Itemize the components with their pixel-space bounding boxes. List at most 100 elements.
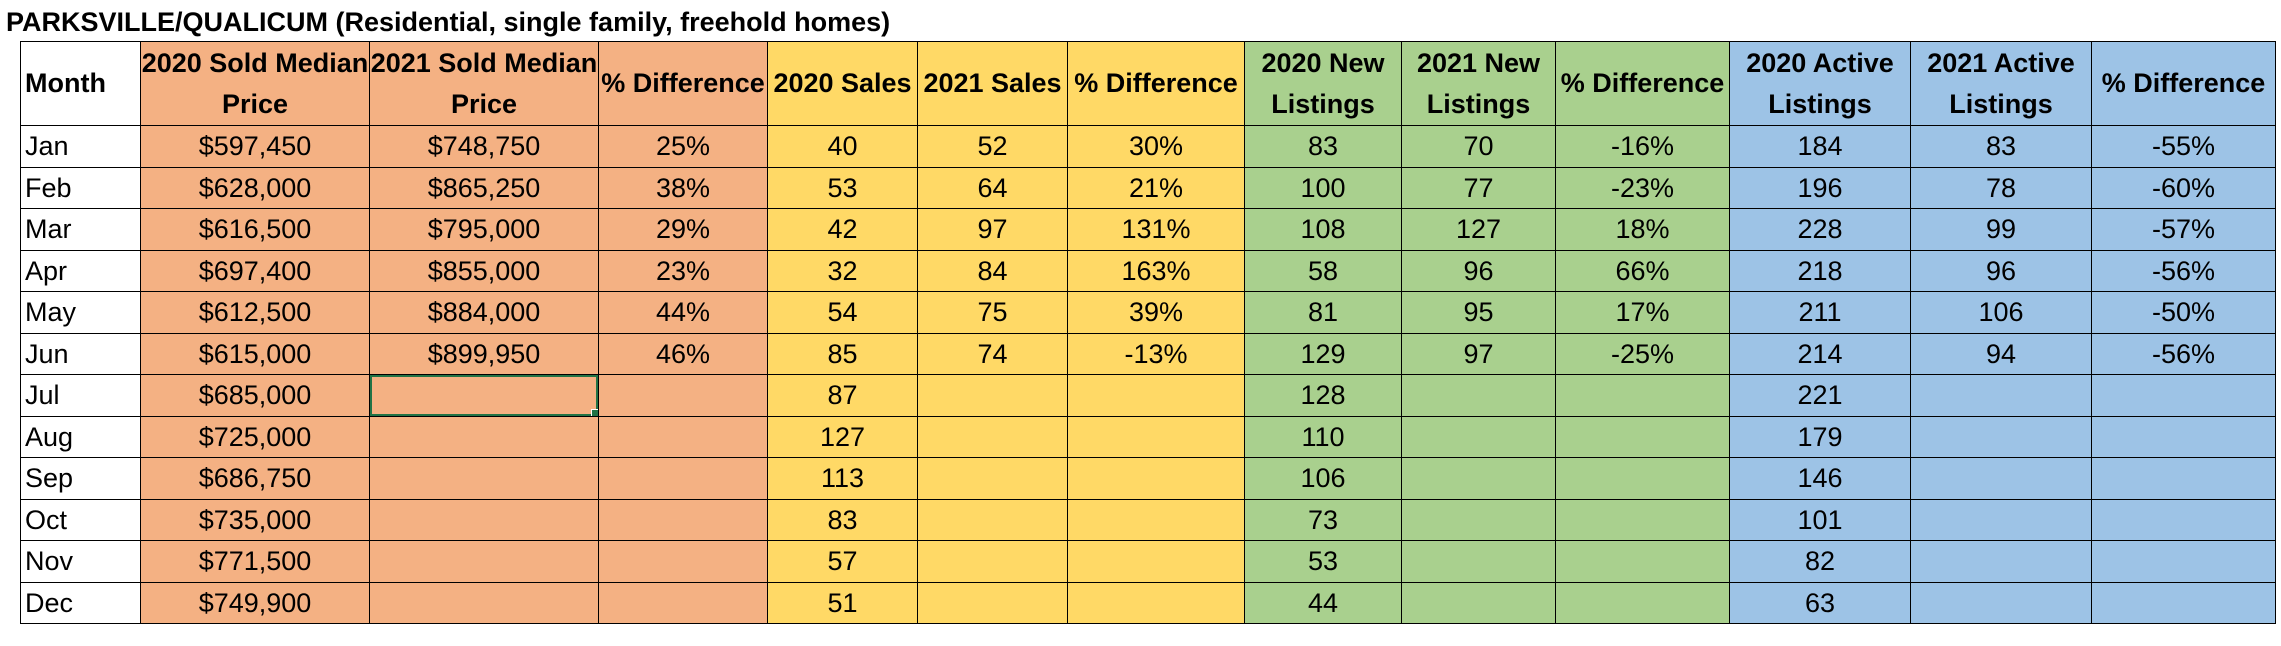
data-cell[interactable] — [1555, 374, 1730, 417]
data-cell[interactable] — [369, 540, 599, 583]
data-cell[interactable]: 75 — [917, 291, 1068, 334]
column-header[interactable]: 2020 Sold Median Price — [140, 41, 370, 126]
data-cell[interactable] — [1910, 581, 2092, 624]
data-cell[interactable] — [1910, 457, 2092, 500]
data-cell[interactable] — [2091, 415, 2276, 458]
data-cell[interactable] — [1401, 374, 1556, 417]
data-cell[interactable] — [1067, 457, 1245, 500]
data-cell[interactable]: 97 — [1401, 332, 1556, 375]
data-cell[interactable]: 99 — [1910, 208, 2092, 251]
column-header[interactable]: % Difference — [2091, 41, 2276, 126]
data-cell[interactable] — [369, 415, 599, 458]
data-cell[interactable]: -57% — [2091, 208, 2276, 251]
data-cell[interactable]: 74 — [917, 332, 1068, 375]
data-cell[interactable]: -23% — [1555, 166, 1730, 209]
month-cell[interactable]: Feb — [20, 166, 141, 209]
data-cell[interactable]: 58 — [1244, 249, 1402, 292]
data-cell[interactable] — [1555, 457, 1730, 500]
data-cell[interactable]: $795,000 — [369, 208, 599, 251]
data-cell[interactable]: 25% — [598, 125, 768, 168]
data-cell[interactable]: 127 — [1401, 208, 1556, 251]
data-cell[interactable]: 39% — [1067, 291, 1245, 334]
data-cell[interactable] — [369, 581, 599, 624]
data-cell[interactable] — [1067, 498, 1245, 541]
month-cell[interactable]: Apr — [20, 249, 141, 292]
data-cell[interactable]: 96 — [1910, 249, 2092, 292]
data-cell[interactable] — [1067, 540, 1245, 583]
data-cell[interactable]: 211 — [1729, 291, 1911, 334]
data-cell[interactable]: 82 — [1729, 540, 1911, 583]
data-cell[interactable]: 38% — [598, 166, 768, 209]
data-cell[interactable]: $884,000 — [369, 291, 599, 334]
data-cell[interactable]: 53 — [767, 166, 918, 209]
data-cell[interactable] — [2091, 581, 2276, 624]
data-cell[interactable]: $865,250 — [369, 166, 599, 209]
data-cell[interactable]: $615,000 — [140, 332, 370, 375]
data-cell[interactable] — [1401, 457, 1556, 500]
data-cell[interactable]: 40 — [767, 125, 918, 168]
data-cell[interactable]: 228 — [1729, 208, 1911, 251]
data-cell[interactable]: 77 — [1401, 166, 1556, 209]
data-cell[interactable] — [1910, 498, 2092, 541]
data-cell[interactable]: 87 — [767, 374, 918, 417]
data-cell[interactable]: 110 — [1244, 415, 1402, 458]
data-cell[interactable] — [1910, 374, 2092, 417]
data-cell[interactable]: $686,750 — [140, 457, 370, 500]
data-cell[interactable]: 221 — [1729, 374, 1911, 417]
data-cell[interactable]: 101 — [1729, 498, 1911, 541]
data-cell[interactable]: 184 — [1729, 125, 1911, 168]
column-header[interactable]: % Difference — [598, 41, 768, 126]
data-cell[interactable]: 78 — [1910, 166, 2092, 209]
data-cell[interactable]: 85 — [767, 332, 918, 375]
data-cell[interactable] — [917, 581, 1068, 624]
data-cell[interactable] — [598, 457, 768, 500]
data-cell[interactable]: 73 — [1244, 498, 1402, 541]
column-header[interactable]: % Difference — [1067, 41, 1245, 126]
column-header[interactable]: 2021 Sold Median Price — [369, 41, 599, 126]
data-cell[interactable]: 52 — [917, 125, 1068, 168]
data-cell[interactable] — [1555, 581, 1730, 624]
data-cell[interactable]: 32 — [767, 249, 918, 292]
month-cell[interactable]: Jan — [20, 125, 141, 168]
data-cell[interactable]: 97 — [917, 208, 1068, 251]
data-cell[interactable]: -60% — [2091, 166, 2276, 209]
data-cell[interactable]: 106 — [1910, 291, 2092, 334]
data-cell[interactable]: 18% — [1555, 208, 1730, 251]
month-cell[interactable]: Oct — [20, 498, 141, 541]
month-cell[interactable]: May — [20, 291, 141, 334]
data-cell[interactable]: 196 — [1729, 166, 1911, 209]
data-cell[interactable] — [598, 581, 768, 624]
month-cell[interactable]: Jun — [20, 332, 141, 375]
data-cell[interactable] — [1401, 540, 1556, 583]
column-header[interactable]: 2021 Active Listings — [1910, 41, 2092, 126]
column-header[interactable]: 2020 Sales — [767, 41, 918, 126]
data-cell[interactable] — [1910, 415, 2092, 458]
data-cell[interactable] — [917, 540, 1068, 583]
data-cell[interactable]: -56% — [2091, 249, 2276, 292]
month-cell[interactable]: Dec — [20, 581, 141, 624]
month-cell[interactable]: Jul — [20, 374, 141, 417]
data-cell[interactable] — [1555, 540, 1730, 583]
data-cell[interactable] — [917, 498, 1068, 541]
month-cell[interactable]: Aug — [20, 415, 141, 458]
data-cell[interactable]: 131% — [1067, 208, 1245, 251]
data-cell[interactable]: 17% — [1555, 291, 1730, 334]
data-cell[interactable]: 106 — [1244, 457, 1402, 500]
data-cell[interactable] — [1067, 374, 1245, 417]
data-cell[interactable]: -56% — [2091, 332, 2276, 375]
data-cell[interactable]: $616,500 — [140, 208, 370, 251]
data-cell[interactable]: $855,000 — [369, 249, 599, 292]
data-cell[interactable]: 84 — [917, 249, 1068, 292]
data-cell[interactable]: 66% — [1555, 249, 1730, 292]
data-cell[interactable] — [917, 415, 1068, 458]
data-cell[interactable]: $612,500 — [140, 291, 370, 334]
data-cell[interactable] — [1555, 498, 1730, 541]
data-cell[interactable] — [1067, 581, 1245, 624]
data-cell[interactable]: $748,750 — [369, 125, 599, 168]
data-cell[interactable]: -50% — [2091, 291, 2276, 334]
data-cell[interactable] — [2091, 374, 2276, 417]
data-cell[interactable]: 42 — [767, 208, 918, 251]
data-cell[interactable]: $735,000 — [140, 498, 370, 541]
data-cell[interactable]: 70 — [1401, 125, 1556, 168]
data-cell[interactable]: 23% — [598, 249, 768, 292]
